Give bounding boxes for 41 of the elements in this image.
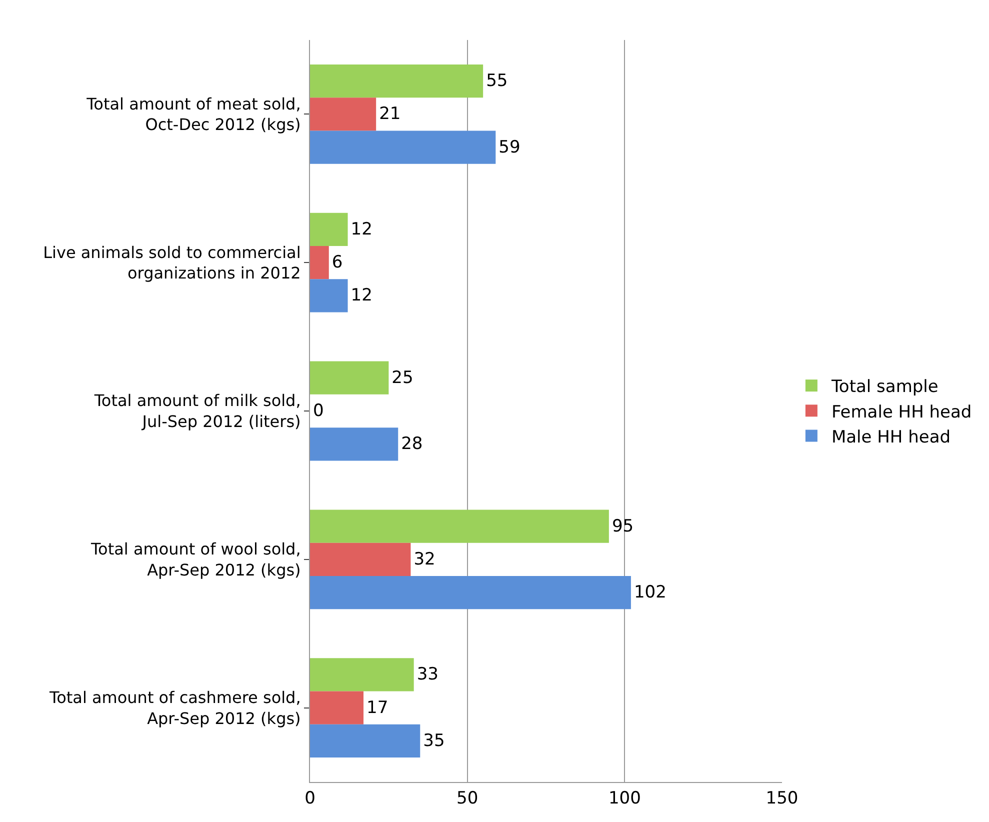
bar — [310, 542, 411, 576]
bar — [310, 361, 389, 394]
legend-label: Female HH head — [831, 402, 972, 422]
data-label: 33 — [416, 664, 438, 685]
bar — [310, 510, 609, 543]
data-label: 32 — [414, 549, 436, 570]
y-tick-label: Total amount of milk sold, Jul-Sep 2012 (liters) — [93, 391, 301, 431]
data-label: 35 — [423, 730, 445, 751]
bar — [310, 691, 364, 724]
y-tick-label: Total amount of wool sold, Apr-Sep 2012 (kgs) — [90, 540, 301, 580]
y-tick-label: Total amount of meat sold, Oct-Dec 2012 (kgs) — [86, 94, 301, 134]
bar — [310, 658, 414, 692]
y-tick-label: Total amount of cashmere sold, Apr-Sep 2012 (kgs) — [48, 688, 301, 728]
data-label: 12 — [350, 286, 372, 306]
bar — [310, 98, 376, 131]
legend-label: Male HH head — [831, 427, 951, 448]
x-tick-label: 100 — [608, 788, 641, 808]
data-label: 21 — [379, 104, 401, 124]
data-label: 12 — [350, 219, 372, 240]
x-tick-label: 0 — [304, 788, 316, 808]
bar — [310, 64, 484, 98]
bar — [310, 212, 348, 246]
bar — [310, 428, 398, 461]
data-label: 28 — [401, 434, 423, 454]
data-label: 0 — [313, 401, 324, 421]
data-label: 59 — [498, 137, 520, 158]
bar — [310, 279, 348, 312]
data-label: 95 — [612, 516, 634, 536]
bar — [310, 246, 329, 280]
legend-label: Total sample — [830, 377, 938, 398]
x-tick-label: 50 — [456, 788, 478, 808]
bar — [310, 576, 631, 610]
data-label: 25 — [392, 368, 414, 388]
data-label: 6 — [332, 252, 343, 273]
x-tick-label: 150 — [766, 788, 798, 808]
bar — [310, 130, 496, 164]
y-tick-label: Live animals sold to commercial organizations in 2012 — [43, 242, 301, 283]
bar — [310, 724, 420, 758]
data-label: 102 — [634, 582, 666, 603]
data-label: 17 — [366, 698, 388, 718]
data-label: 55 — [486, 71, 508, 92]
